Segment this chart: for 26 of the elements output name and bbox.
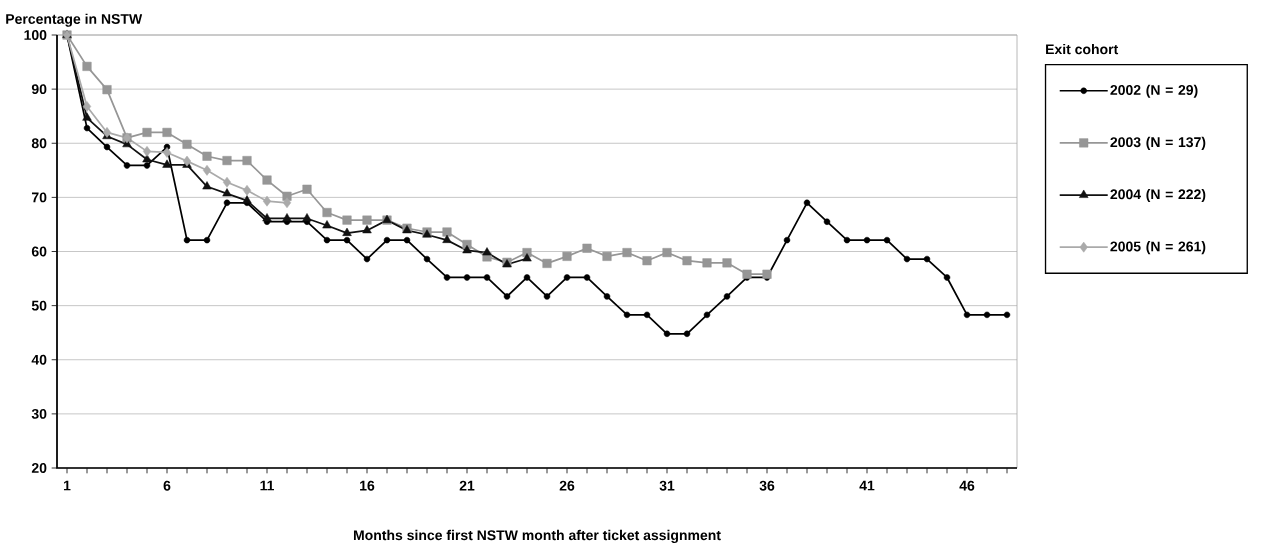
x-tick-label: 46 xyxy=(959,480,975,491)
y-tick-label: 30 xyxy=(31,408,47,419)
y-tick-label: 70 xyxy=(31,192,47,203)
y-tick-label: 100 xyxy=(24,30,47,40)
x-tick-label: 36 xyxy=(759,480,775,491)
legend-label: 2002 (N = 29) xyxy=(1110,84,1198,98)
x-tick-label: 21 xyxy=(459,480,475,491)
x-tick-label: 11 xyxy=(260,480,274,491)
y-tick-label: 40 xyxy=(31,354,47,365)
y-tick-label: 50 xyxy=(31,300,47,311)
y-tick-label: 80 xyxy=(31,138,47,149)
x-tick-label: 26 xyxy=(559,480,575,491)
y-tick-label: 90 xyxy=(31,84,47,95)
x-tick-label: 41 xyxy=(859,480,875,491)
legend-label: 2004 (N = 222) xyxy=(1110,188,1206,203)
y-axis-title: Percentage in NSTW xyxy=(6,13,143,27)
y-tick-label: 60 xyxy=(31,246,47,257)
legend-label: 2003 (N = 137) xyxy=(1110,136,1206,150)
y-tick-label: 20 xyxy=(31,463,47,473)
x-tick-label: 31 xyxy=(659,480,675,491)
legend-label: 2005 (N = 261) xyxy=(1110,241,1206,255)
legend-title: Exit cohort xyxy=(1046,43,1119,55)
x-tick-label: 16 xyxy=(360,480,375,491)
x-tick-label: 6 xyxy=(163,480,171,491)
x-axis-title: Months since first NSTW month after ticket assignment xyxy=(353,529,721,543)
x-tick-label: 1 xyxy=(63,480,71,491)
